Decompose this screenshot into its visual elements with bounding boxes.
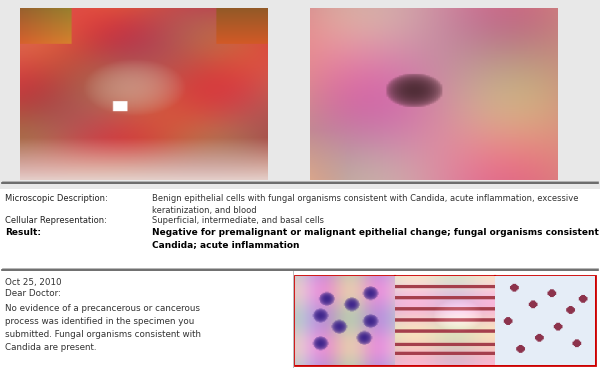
Text: Result:: Result: — [5, 228, 41, 237]
Text: Negative for premalignant or malignant epithelial change; fungal organisms consi: Negative for premalignant or malignant e… — [152, 228, 600, 249]
Bar — [295, 276, 595, 365]
Text: Cellular Representation:: Cellular Representation: — [5, 216, 107, 225]
Bar — [0, 0, 600, 189]
Text: Microscopic Description:: Microscopic Description: — [5, 194, 108, 203]
Text: Dear Doctor:: Dear Doctor: — [5, 289, 61, 298]
Text: Oct 25, 2010: Oct 25, 2010 — [5, 278, 62, 287]
Text: No evidence of a precancerous or cancerous
process was identified in the specime: No evidence of a precancerous or cancero… — [5, 304, 201, 352]
Text: Superficial, intermediate, and basal cells: Superficial, intermediate, and basal cel… — [152, 216, 324, 225]
Text: Benign epithelial cells with fungal organisms consistent with Candida, acute inf: Benign epithelial cells with fungal orga… — [152, 194, 578, 215]
